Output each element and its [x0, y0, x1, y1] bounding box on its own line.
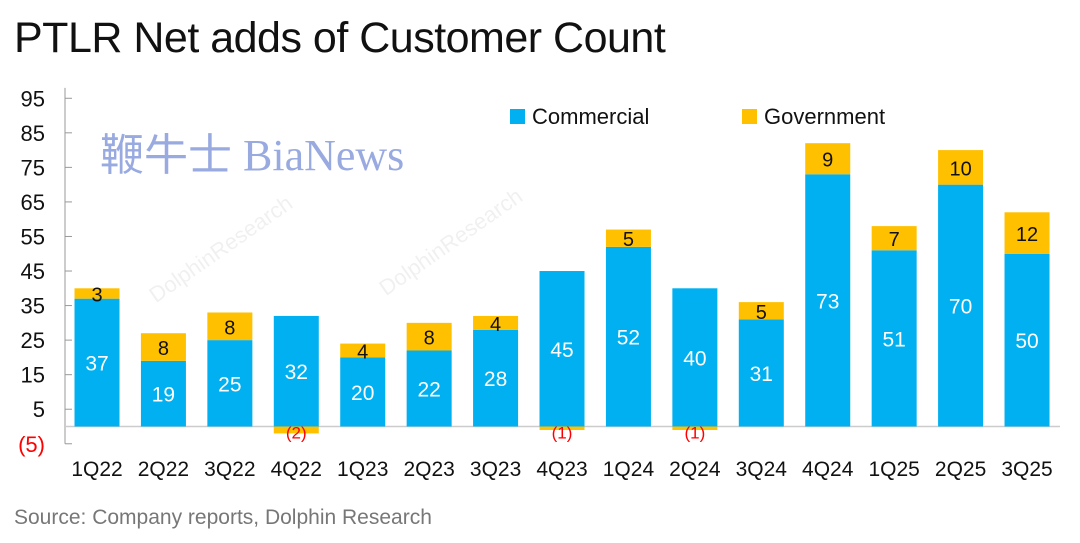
- dolphin-watermark: DolphinResearch: [374, 183, 527, 300]
- bar-commercial: [738, 319, 784, 427]
- bar-commercial: [74, 298, 120, 427]
- x-tick-label: 2Q24: [669, 458, 721, 481]
- y-tick-label: 65: [21, 190, 45, 215]
- data-label-commercial: 31: [750, 363, 773, 386]
- y-tick-label: 95: [21, 86, 45, 111]
- data-label-commercial: 19: [152, 384, 175, 407]
- data-label-government: 8: [158, 338, 169, 360]
- bar-government: [672, 426, 718, 430]
- bar-government: [273, 426, 319, 434]
- bar-commercial: [140, 360, 186, 427]
- data-label-government: 4: [490, 314, 501, 336]
- x-tick-label: 1Q24: [603, 458, 655, 481]
- x-tick-label: 3Q22: [204, 458, 255, 481]
- data-label-commercial: 20: [351, 382, 374, 405]
- data-label-commercial: 73: [816, 290, 839, 313]
- y-tick-label: 85: [21, 121, 45, 146]
- bar-commercial: [605, 246, 651, 427]
- x-tick-label: 4Q22: [271, 458, 322, 481]
- bar-commercial: [273, 315, 319, 427]
- bar-government: [539, 426, 585, 430]
- bar-commercial: [672, 288, 718, 427]
- bianews-watermark: 鞭牛士 BiaNews: [100, 131, 405, 180]
- legend-label-commercial: Commercial: [532, 104, 649, 129]
- bar-government: [406, 322, 452, 351]
- bar-government: [605, 229, 651, 247]
- data-label-government: (1): [552, 424, 573, 443]
- legend-swatch-commercial: [510, 109, 525, 124]
- x-tick-label: 4Q23: [536, 458, 587, 481]
- y-tick-label: 5: [33, 397, 45, 422]
- bar-government: [340, 343, 386, 358]
- bar-commercial: [406, 350, 452, 427]
- x-tick-label: 3Q25: [1001, 458, 1052, 481]
- data-label-government: (2): [286, 424, 307, 443]
- bar-government: [1004, 212, 1050, 254]
- bar-commercial: [207, 340, 253, 427]
- source-note: Source: Company reports, Dolphin Researc…: [14, 506, 432, 529]
- bar-commercial: [938, 184, 984, 427]
- bar-government: [738, 302, 784, 320]
- data-label-government: 12: [1016, 224, 1038, 246]
- bar-government: [871, 226, 917, 251]
- data-label-government: 8: [224, 317, 235, 339]
- x-tick-label: 2Q22: [138, 458, 189, 481]
- data-label-commercial: 50: [1015, 330, 1038, 353]
- bar-commercial: [539, 271, 585, 427]
- bar-commercial: [871, 250, 917, 427]
- bar-commercial: [340, 357, 386, 427]
- data-label-commercial: 40: [683, 347, 706, 370]
- y-tick-label: 25: [21, 328, 45, 353]
- x-tick-label: 1Q22: [71, 458, 122, 481]
- data-label-government: 3: [91, 284, 102, 306]
- data-label-commercial: 37: [85, 353, 108, 376]
- bar-government: [938, 150, 984, 185]
- data-label-commercial: 52: [617, 327, 640, 350]
- data-label-commercial: 45: [550, 339, 573, 362]
- bar-government: [140, 333, 186, 361]
- data-label-commercial: 22: [417, 378, 440, 401]
- x-tick-label: 2Q23: [403, 458, 454, 481]
- x-tick-label: 3Q24: [736, 458, 788, 481]
- bar-commercial: [1004, 253, 1050, 427]
- bar-government: [74, 288, 120, 299]
- x-tick-label: 4Q24: [802, 458, 854, 481]
- data-label-government: 9: [822, 150, 833, 172]
- data-label-commercial: 28: [484, 368, 507, 391]
- x-tick-label: 2Q25: [935, 458, 986, 481]
- dolphin-watermark: DolphinResearch: [144, 190, 297, 307]
- data-label-commercial: 25: [218, 373, 241, 396]
- legend-swatch-government: [742, 109, 757, 124]
- data-label-government: 7: [889, 229, 900, 251]
- x-tick-label: 1Q25: [868, 458, 919, 481]
- data-label-commercial: 32: [285, 361, 308, 384]
- data-label-commercial: 51: [882, 328, 905, 351]
- chart-title: PTLR Net adds of Customer Count: [14, 14, 666, 62]
- data-label-government: 8: [424, 328, 435, 350]
- y-tick-label: 55: [21, 224, 45, 249]
- data-label-government: 5: [623, 229, 634, 251]
- data-label-government: 10: [949, 158, 971, 180]
- bar-government: [207, 312, 253, 341]
- y-tick-label: (5): [18, 432, 45, 457]
- data-label-government: 5: [756, 302, 767, 324]
- bar-government: [805, 143, 851, 175]
- x-tick-label: 1Q23: [337, 458, 388, 481]
- data-label-government: 4: [357, 341, 368, 363]
- y-tick-label: 75: [21, 155, 45, 180]
- y-tick-label: 15: [21, 363, 45, 388]
- legend-label-government: Government: [764, 104, 885, 129]
- x-tick-label: 3Q23: [470, 458, 521, 481]
- y-tick-label: 35: [21, 294, 45, 319]
- bar-commercial: [805, 174, 851, 427]
- data-label-government: (1): [684, 424, 705, 443]
- bar-commercial: [473, 329, 519, 427]
- y-tick-label: 45: [21, 259, 45, 284]
- bar-government: [473, 315, 519, 330]
- data-label-commercial: 70: [949, 296, 972, 319]
